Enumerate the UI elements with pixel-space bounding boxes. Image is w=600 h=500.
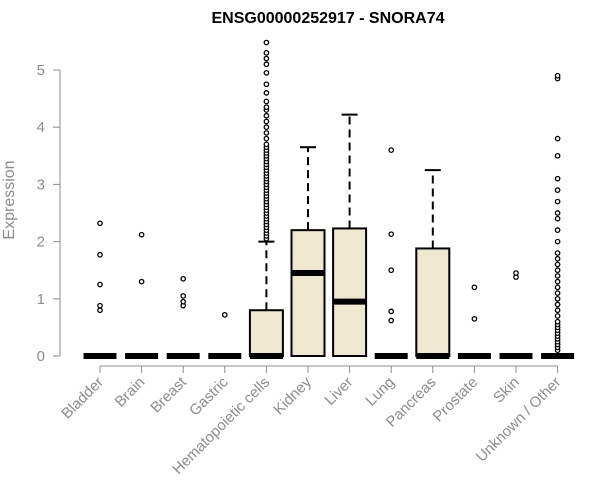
outlier-point — [554, 198, 561, 205]
outlier-point — [263, 49, 270, 56]
outlier-point — [263, 124, 270, 131]
outlier-point — [388, 147, 395, 153]
outlier-point — [263, 112, 270, 119]
outlier-point — [554, 301, 561, 308]
y-axis-label: Expression — [1, 160, 18, 239]
outlier-point — [554, 250, 561, 256]
outlier-point — [263, 81, 270, 88]
box-brain — [125, 231, 159, 359]
outlier-point — [180, 293, 187, 299]
box-body — [332, 227, 368, 357]
outlier-point — [554, 307, 561, 314]
outlier-point — [554, 175, 561, 182]
outlier-point — [263, 90, 270, 96]
outlier-point — [554, 238, 561, 245]
outlier-point — [263, 98, 270, 105]
x-tick-label: Prostate — [430, 374, 482, 426]
outlier-point — [554, 187, 561, 193]
x-tick-label: Liver — [321, 374, 356, 409]
outlier-point — [263, 70, 270, 76]
outlier-point — [554, 318, 561, 325]
outlier-point — [97, 220, 103, 227]
outlier-point — [263, 135, 270, 142]
outlier-point — [554, 152, 561, 159]
y-tick-label: 4 — [37, 119, 45, 136]
box-unknown-other — [541, 72, 575, 359]
box-gastric — [208, 311, 242, 359]
outlier-point — [554, 290, 561, 296]
y-tick-label: 3 — [37, 176, 45, 193]
outlier-point — [263, 130, 270, 136]
outlier-point — [263, 104, 270, 111]
y-axis: 0 1 2 3 4 5 — [37, 62, 61, 365]
outlier-point — [554, 284, 561, 291]
box-body — [248, 309, 284, 357]
outlier-point — [471, 315, 478, 322]
outlier-point — [263, 55, 270, 62]
x-tick-label: Breast — [147, 373, 190, 416]
outlier-point — [554, 295, 561, 302]
chart-title: ENSG00000252917 - SNORA74 — [211, 10, 444, 27]
outlier-point — [554, 278, 561, 285]
outlier-point — [554, 135, 561, 142]
outlier-point — [263, 118, 270, 125]
box-body — [415, 247, 451, 358]
outlier-point — [513, 270, 519, 276]
outlier-point — [554, 313, 561, 319]
outlier-point — [554, 210, 561, 216]
y-tick-label: 2 — [37, 234, 45, 251]
box-pancreas — [415, 169, 451, 359]
outlier-point — [138, 231, 145, 238]
outlier-point — [97, 307, 103, 314]
outlier-point — [388, 267, 395, 274]
outlier-point — [97, 302, 103, 309]
outlier-point — [388, 308, 395, 315]
outlier-point — [554, 267, 561, 274]
box-lung — [374, 147, 408, 359]
outlier-point — [263, 141, 270, 148]
y-tick-label: 5 — [37, 62, 45, 79]
outlier-point — [554, 261, 561, 268]
box-liver — [332, 113, 368, 357]
x-tick-label: Kidney — [270, 373, 315, 418]
y-tick-label: 1 — [37, 291, 45, 308]
box-hematopoietic-cells — [248, 39, 284, 359]
x-tick-label: Skin — [490, 374, 523, 407]
outlier-point — [263, 61, 270, 68]
outlier-point — [554, 273, 561, 279]
boxes-layer — [83, 39, 575, 359]
outlier-point — [388, 231, 395, 238]
box-skin — [499, 270, 533, 359]
outlier-point — [554, 227, 561, 234]
outlier-point — [221, 311, 228, 318]
box-kidney — [290, 146, 326, 357]
box-prostate — [457, 284, 491, 359]
y-tick-label: 0 — [37, 348, 45, 365]
box-breast — [166, 275, 200, 359]
outlier-point — [180, 298, 187, 305]
outlier-point — [97, 251, 103, 258]
outlier-point — [554, 255, 561, 262]
box-body — [290, 229, 326, 357]
outlier-point — [97, 281, 103, 288]
box-bladder — [83, 220, 117, 359]
outlier-point — [554, 72, 561, 79]
x-tick-label: Brain — [112, 374, 149, 411]
outlier-point — [471, 284, 478, 291]
x-tick-label: Lung — [362, 374, 398, 410]
outlier-point — [263, 39, 270, 46]
x-tick-label: Bladder — [58, 374, 107, 423]
outlier-point — [138, 278, 145, 285]
outlier-point — [554, 215, 561, 222]
outlier-point — [388, 317, 395, 324]
outlier-point — [180, 275, 187, 282]
